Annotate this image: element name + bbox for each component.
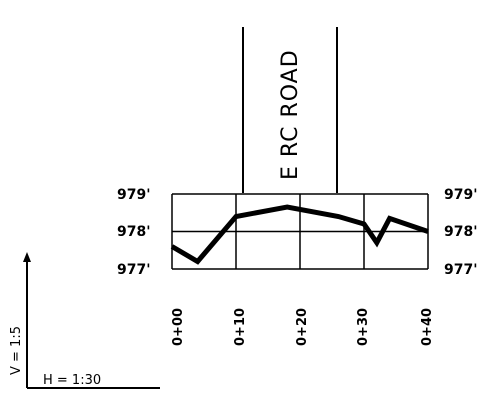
elevation-label-left-977: 977' — [117, 262, 151, 278]
elevation-label-right-978: 978' — [444, 224, 478, 240]
vertical-scale-label: V = 1:5 — [9, 326, 24, 375]
profile-grid — [171, 193, 429, 270]
elevation-label-left-979: 979' — [117, 187, 151, 203]
station-label-0+30: 0+30 — [356, 308, 371, 346]
elevation-label-right-977: 977' — [444, 262, 478, 278]
station-label-0+20: 0+20 — [295, 308, 310, 346]
elevation-labels-right: 979' 978' 977' — [444, 187, 478, 278]
elevation-label-left-978: 978' — [117, 224, 151, 240]
elevation-label-right-979: 979' — [444, 187, 478, 203]
station-label-0+10: 0+10 — [233, 308, 248, 346]
road-label: E RC ROAD — [278, 49, 303, 180]
station-label-0+00: 0+00 — [171, 308, 186, 346]
station-label-0+40: 0+40 — [420, 308, 435, 346]
ground-profile-line — [170, 204, 429, 265]
station-labels: 0+00 0+10 0+20 0+30 0+40 — [171, 308, 435, 346]
elevation-labels-left: 979' 978' 977' — [117, 187, 151, 278]
horizontal-scale-label: H = 1:30 — [43, 373, 101, 388]
vertical-scale-arrow-icon — [23, 252, 31, 262]
